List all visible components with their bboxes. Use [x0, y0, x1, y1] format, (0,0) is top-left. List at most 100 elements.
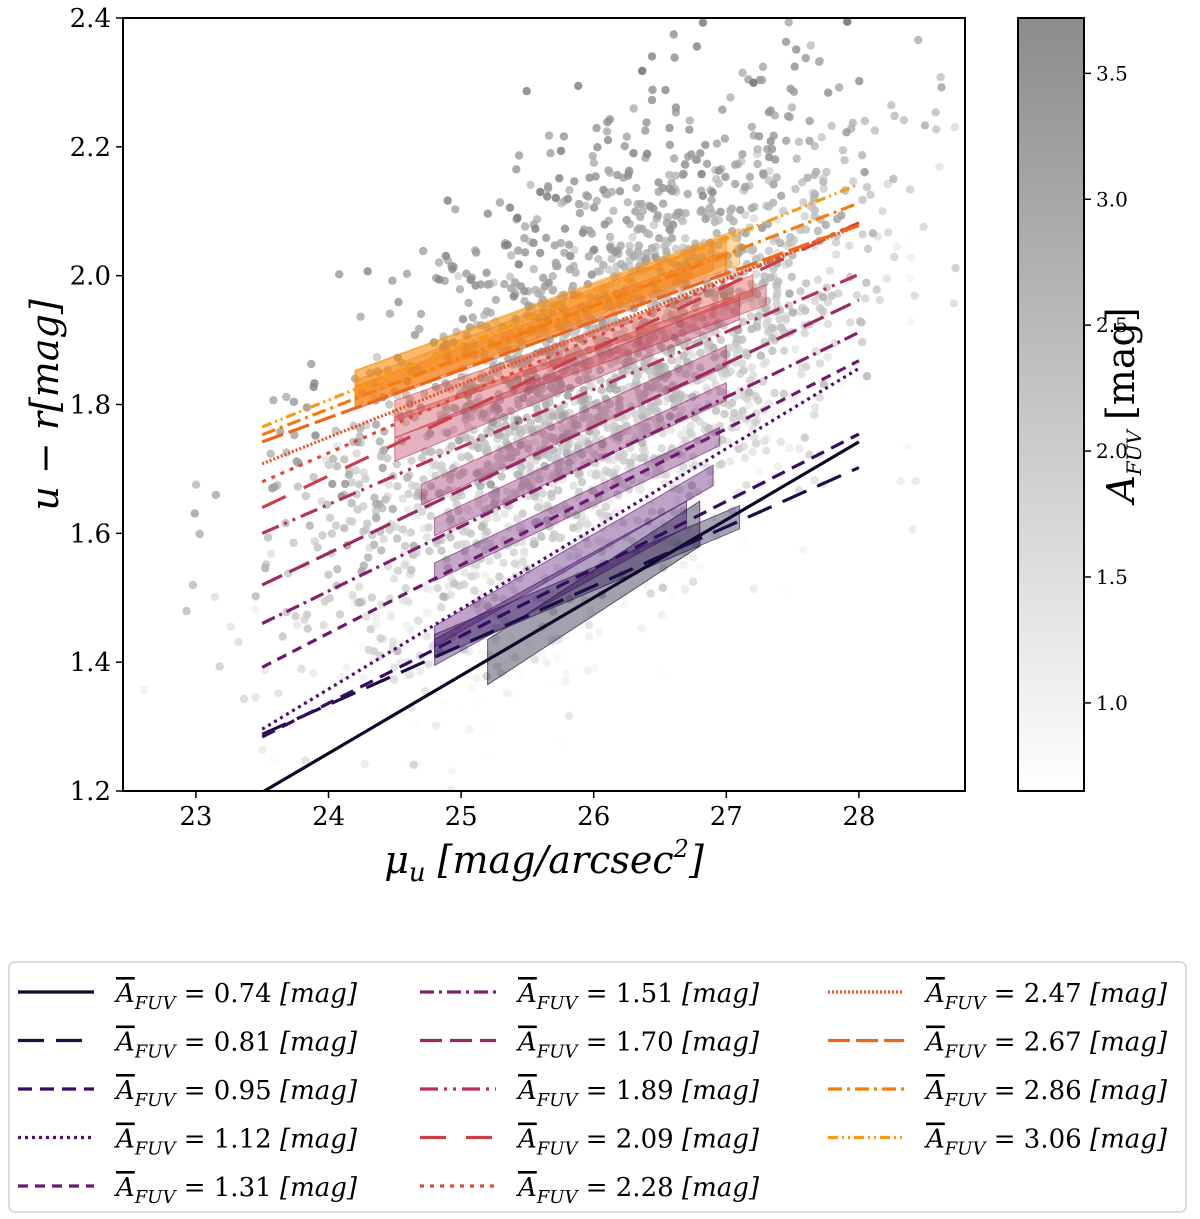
scatter-point [642, 149, 652, 158]
scatter-point [625, 241, 634, 251]
scatter-point [503, 689, 512, 698]
y-axis-title: u − r[mag] [23, 299, 67, 510]
scatter-point [661, 470, 671, 480]
scatter-point [210, 592, 220, 602]
scatter-point [725, 287, 735, 296]
scatter-point [731, 160, 740, 169]
scatter-point [702, 492, 711, 501]
scatter-point [503, 240, 512, 249]
scatter-point [405, 670, 415, 679]
scatter-point [827, 121, 836, 131]
scatter-point [861, 294, 870, 303]
plot-area [122, 17, 977, 792]
scatter-point [303, 624, 312, 633]
scatter-point [333, 565, 342, 574]
scatter-point [594, 255, 603, 264]
scatter-point [628, 233, 637, 242]
scatter-point [621, 580, 631, 589]
scatter-point [755, 75, 765, 85]
scatter-point [632, 380, 642, 389]
scatter-point [612, 356, 622, 365]
scatter-point [544, 131, 554, 140]
scatter-point [906, 185, 915, 194]
scatter-point [741, 229, 751, 238]
scatter-point [575, 209, 584, 218]
scatter-point [425, 429, 435, 438]
scatter-point [490, 593, 499, 602]
scatter-point [649, 220, 659, 230]
scatter-point [585, 292, 594, 301]
scatter-point [468, 684, 477, 694]
confidence-band-5 [434, 381, 727, 537]
scatter-point [592, 567, 601, 576]
scatter-point [740, 182, 750, 192]
scatter-point [463, 504, 472, 514]
scatter-point [680, 160, 690, 169]
scatter-point [666, 425, 675, 435]
scatter-point [654, 263, 663, 272]
fit-line-11 [261, 223, 860, 444]
fit-line-13 [261, 182, 860, 429]
scatter-point [640, 580, 649, 589]
scatter-point [496, 361, 505, 370]
scatter-point [573, 552, 583, 562]
scatter-point [492, 513, 501, 522]
scatter-point [386, 612, 396, 621]
scatter-point [331, 426, 341, 435]
scatter-point [708, 188, 717, 197]
y-tick-label: 1.8 [70, 391, 111, 421]
legend-label-13: AFUV = 3.06 [mag] [924, 1125, 1168, 1160]
fit-line-0 [261, 440, 860, 791]
scatter-point [584, 366, 593, 375]
scatter-point [749, 214, 759, 223]
scatter-point [810, 410, 819, 419]
scatter-point [234, 637, 243, 646]
scatter-point [919, 222, 928, 232]
scatter-point [565, 265, 575, 274]
scatter-point [590, 663, 600, 673]
scatter-point [367, 593, 376, 602]
scatter-point [772, 290, 782, 299]
scatter-point [673, 356, 683, 365]
scatter-point [407, 456, 416, 465]
scatter-point [588, 151, 597, 161]
scatter-point [822, 167, 831, 177]
scatter-point [679, 506, 688, 515]
scatter-point [522, 86, 531, 96]
scatter-point [347, 517, 357, 526]
scatter-point [359, 527, 368, 536]
scatter-point [352, 449, 361, 458]
scatter-point [385, 525, 394, 535]
scatter-point [455, 285, 465, 294]
scatter-point [498, 463, 507, 472]
scatter-point [712, 139, 722, 148]
scatter-point [510, 355, 519, 364]
scatter-point [461, 433, 470, 443]
scatter-point [520, 248, 530, 257]
scatter-point [451, 205, 460, 214]
scatter-point [454, 272, 463, 281]
scatter-point [726, 457, 735, 466]
scatter-point [678, 328, 687, 338]
scatter-point [659, 563, 668, 573]
scatter-point [506, 407, 516, 416]
scatter-point [318, 531, 327, 540]
scatter-point [447, 785, 456, 791]
scatter-point [633, 371, 642, 380]
scatter-point [775, 314, 784, 324]
scatter-point [811, 402, 820, 412]
scatter-point [597, 547, 607, 556]
scatter-point [766, 137, 775, 146]
scatter-point [584, 252, 593, 261]
scatter-point [969, 63, 977, 71]
scatter-point [514, 260, 523, 269]
scatter-point [770, 388, 779, 398]
scatter-point [482, 268, 491, 277]
scatter-point [624, 356, 633, 365]
fit-line-5 [261, 330, 860, 625]
scatter-point [878, 207, 887, 216]
scatter-point [618, 518, 628, 527]
scatter-point [649, 279, 658, 288]
fit-line-6 [261, 298, 860, 587]
